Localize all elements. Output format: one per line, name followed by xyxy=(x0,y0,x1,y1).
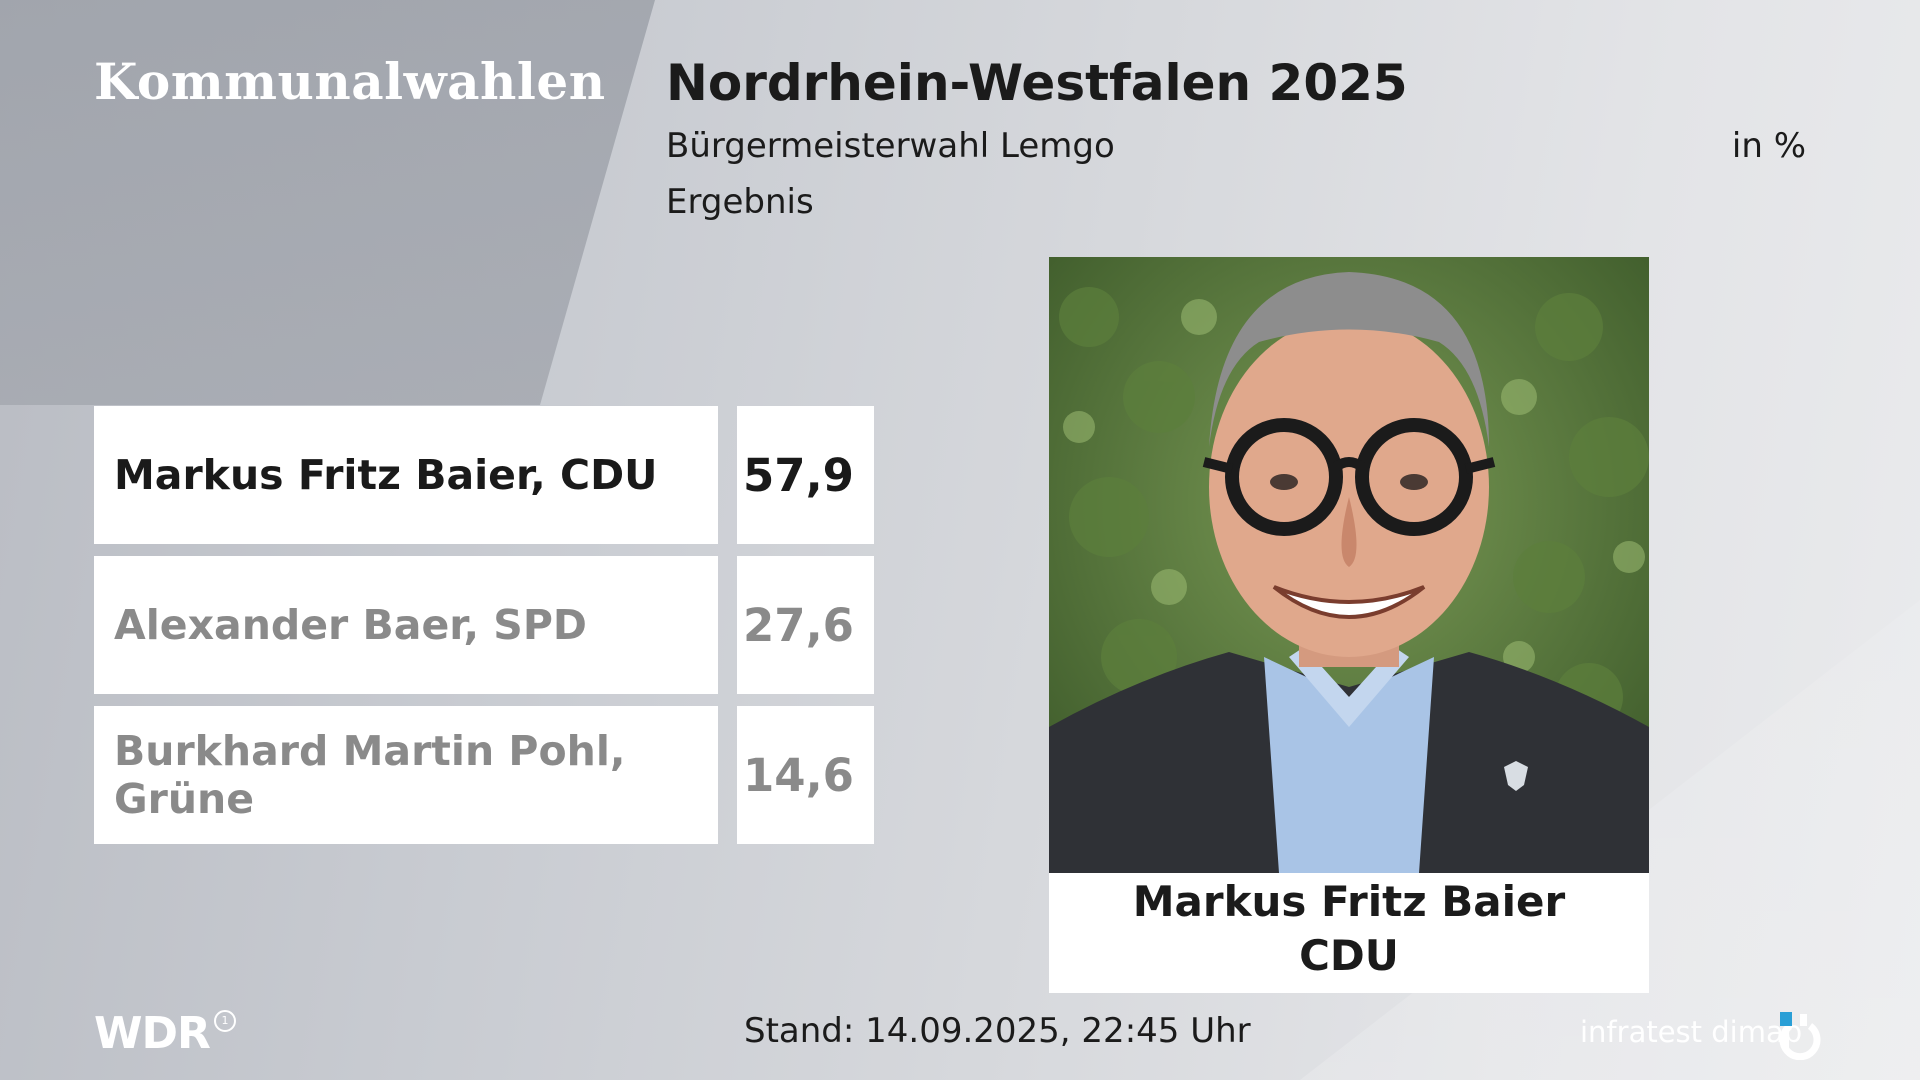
portrait-illustration xyxy=(1049,257,1649,873)
page-title: Nordrhein-Westfalen 2025 xyxy=(666,54,1408,112)
winner-caption: Markus Fritz Baier CDU xyxy=(1049,873,1649,993)
winner-party: CDU xyxy=(1299,930,1399,980)
brand-title: Kommunalwahlen xyxy=(94,52,606,111)
timestamp: Stand: 14.09.2025, 22:45 Uhr xyxy=(744,1011,1251,1051)
winner-name: Markus Fritz Baier xyxy=(1132,877,1566,926)
result-row-value: 27,6 xyxy=(737,556,874,694)
page-subtitle: Bürgermeisterwahl Lemgo xyxy=(666,126,1115,166)
infratest-dimap-icon xyxy=(1779,1012,1821,1060)
candidate-photo xyxy=(1049,257,1649,873)
institute-logo-text: infratest dimap xyxy=(1580,1015,1803,1049)
result-row-name: Alexander Baer, SPD xyxy=(94,556,718,694)
wdr-logo: WDR xyxy=(94,1008,211,1059)
result-label: Ergebnis xyxy=(666,182,814,222)
result-row-value: 57,9 xyxy=(737,406,874,544)
result-row-value: 14,6 xyxy=(737,706,874,844)
ard-ring-icon: 1 xyxy=(214,1010,236,1032)
result-row-name: Burkhard Martin Pohl, Grüne xyxy=(94,706,718,844)
unit-label: in % xyxy=(1731,126,1806,166)
result-row-name: Markus Fritz Baier, CDU xyxy=(94,406,718,544)
